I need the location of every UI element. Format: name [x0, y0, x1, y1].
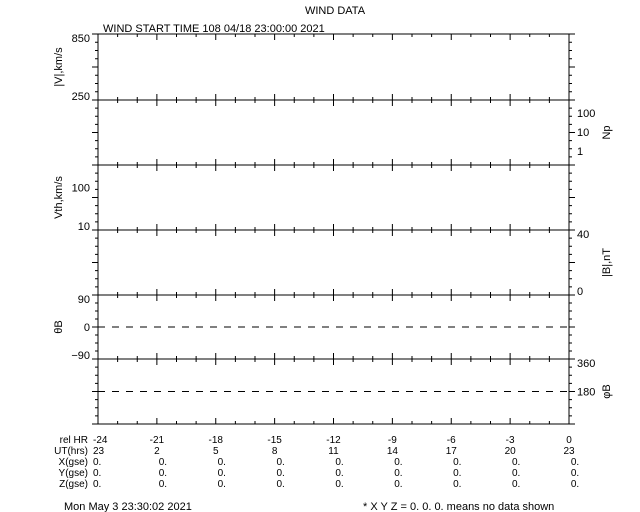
chart-title: WIND DATA	[305, 5, 366, 17]
table-cell: 0.	[394, 457, 402, 468]
table-cell: 0.	[453, 468, 461, 479]
table-cell: 0.	[453, 457, 461, 468]
y-axis-label: |B|,nT	[601, 248, 613, 277]
table-cell: 0	[566, 435, 572, 446]
table-cell: 0.	[159, 468, 167, 479]
table-row-label: Y(gse)	[59, 468, 88, 479]
table-cell: 0.	[276, 457, 284, 468]
y-tick-label: 90	[78, 294, 90, 306]
table-cell: 0.	[512, 457, 520, 468]
table-cell: 20	[505, 446, 517, 457]
y-axis-label: |V|,km/s	[53, 47, 65, 87]
table-cell: -9	[388, 435, 397, 446]
table-cell: 0.	[571, 468, 579, 479]
table-row-label: UT(hrs)	[54, 446, 88, 457]
y-tick-label: 0	[577, 286, 583, 298]
table-row-label: X(gse)	[59, 457, 88, 468]
table-cell: 11	[328, 446, 339, 457]
panel-frame	[97, 33, 570, 101]
table-cell: -24	[93, 435, 108, 446]
y-tick-label: 850	[72, 33, 90, 45]
footer-note: * X Y Z = 0. 0. 0. means no data shown	[363, 501, 554, 512]
table-cell: -18	[209, 435, 224, 446]
y-tick-label: 1	[577, 146, 583, 158]
footer-timestamp: Mon May 3 23:30:02 2021	[64, 501, 192, 512]
chart-subtitle: WIND START TIME 108 04/18 23:00:00 2021	[103, 23, 325, 35]
y-axis-label: θB	[53, 320, 65, 333]
y-tick-label: 0	[84, 322, 90, 334]
table-row-label: rel HR	[60, 435, 88, 446]
y-tick-label: 180	[577, 387, 595, 399]
table-cell: 0.	[93, 457, 101, 468]
table-cell: 0.	[159, 457, 167, 468]
table-cell: 0.	[335, 457, 343, 468]
table-cell: 0.	[512, 468, 520, 479]
table-cell: 23	[93, 446, 105, 457]
table-cell: 0.	[93, 479, 101, 490]
table-cell: 0.	[335, 479, 343, 490]
table-cell: 0.	[394, 468, 402, 479]
table-cell: 0.	[276, 479, 284, 490]
table-cell: -15	[267, 435, 282, 446]
table-cell: 0.	[218, 468, 226, 479]
table-cell: -3	[506, 435, 515, 446]
y-tick-label: 100	[72, 182, 90, 194]
y-tick-label: 100	[577, 108, 595, 120]
table-cell: 0.	[571, 479, 579, 490]
table-cell: -6	[447, 435, 456, 446]
y-tick-label: −90	[71, 350, 90, 362]
table-cell: 0.	[453, 479, 461, 490]
table-row-label: Z(gse)	[59, 479, 88, 490]
table-cell: 0.	[394, 479, 402, 490]
y-axis-label: φB	[601, 384, 613, 398]
y-tick-label: 360	[577, 358, 595, 370]
y-tick-label: 40	[577, 229, 589, 241]
panel-frame	[97, 229, 570, 296]
panel-frame	[97, 164, 570, 231]
y-axis-label: Vth,km/s	[53, 176, 65, 219]
table-cell: 0.	[335, 468, 343, 479]
table-cell: 0.	[571, 457, 579, 468]
panel-frame	[97, 99, 570, 166]
y-tick-label: 10	[577, 127, 589, 139]
table-cell: 0.	[93, 468, 101, 479]
table-cell: 23	[563, 446, 575, 457]
table-cell: 0.	[159, 479, 167, 490]
table-cell: -12	[326, 435, 341, 446]
y-tick-label: 250	[72, 91, 90, 103]
table-cell: 0.	[512, 479, 520, 490]
table-cell: 0.	[276, 468, 284, 479]
table-cell: 5	[213, 446, 219, 457]
y-axis-label: Np	[601, 125, 613, 139]
y-tick-label: 10	[78, 221, 90, 233]
table-cell: 0.	[218, 479, 226, 490]
table-cell: -21	[150, 435, 165, 446]
table-cell: 17	[446, 446, 458, 457]
table-cell: 0.	[218, 457, 226, 468]
table-cell: 14	[387, 446, 399, 457]
table-cell: 8	[272, 446, 278, 457]
table-cell: 2	[154, 446, 160, 457]
